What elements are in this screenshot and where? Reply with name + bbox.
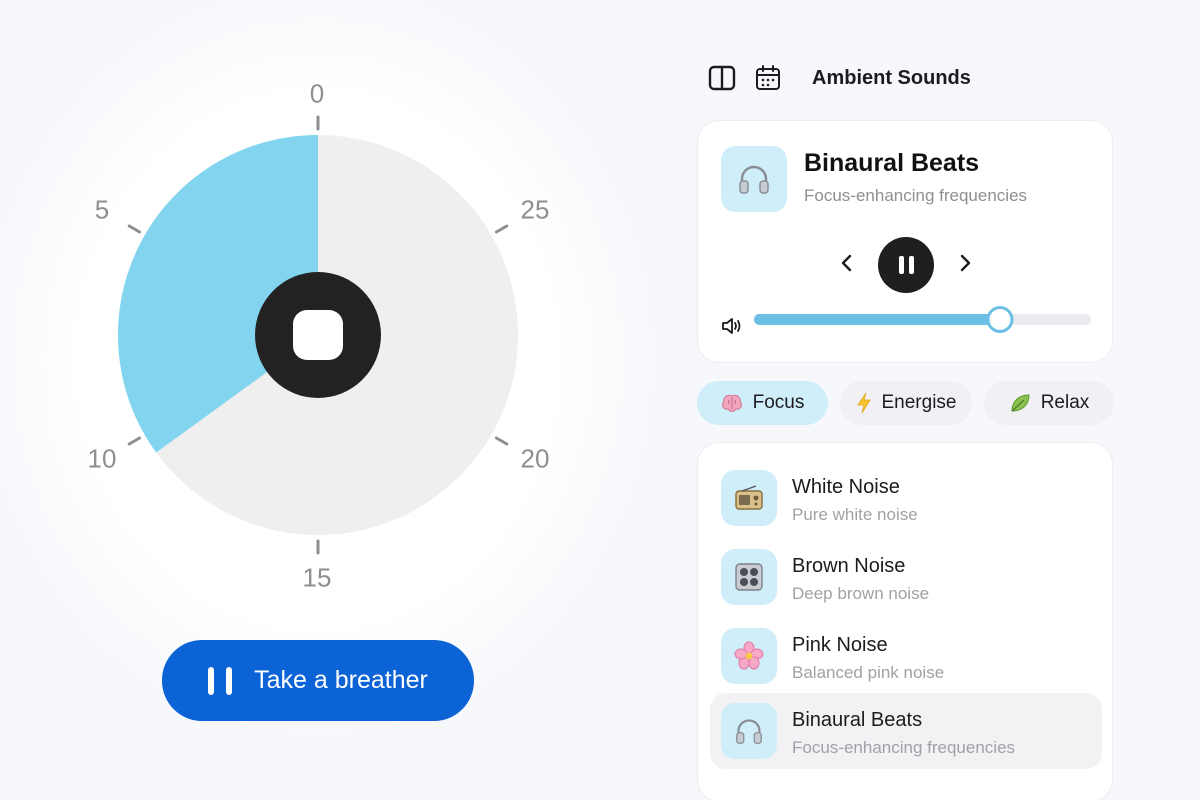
calendar-icon xyxy=(756,65,780,90)
headphones-icon xyxy=(736,719,762,744)
sound-item-title: White Noise xyxy=(792,476,900,498)
sound-item-white-noise[interactable]: White Noise Pure white noise xyxy=(710,460,1102,536)
tick-label-25: 25 xyxy=(520,194,550,225)
volume-slider-fill xyxy=(754,314,1000,325)
sound-item-subtitle: Focus-enhancing frequencies xyxy=(792,738,1016,757)
pause-icon xyxy=(898,256,914,274)
category-chips: Focus Energise Relax xyxy=(697,381,1114,425)
pause-playback-button[interactable] xyxy=(878,237,934,293)
take-a-breather-button[interactable]: Take a breather xyxy=(162,640,474,721)
tick-label-20: 20 xyxy=(520,443,550,474)
tick-label-5: 5 xyxy=(94,194,110,225)
category-chip-relax[interactable]: Relax xyxy=(984,381,1114,425)
category-chip-energise[interactable]: Energise xyxy=(840,381,972,425)
now-playing-title: Binaural Beats xyxy=(804,149,980,177)
brain-icon xyxy=(721,394,742,412)
sound-item-title: Brown Noise xyxy=(792,555,906,577)
calendar-button[interactable] xyxy=(752,62,784,94)
take-a-breather-label: Take a breather xyxy=(254,666,428,694)
volume-slider-thumb[interactable] xyxy=(986,306,1014,333)
sound-item-artwork xyxy=(721,470,777,526)
category-chip-label: Relax xyxy=(1040,392,1090,413)
category-chip-label: Focus xyxy=(752,392,805,413)
speaker-grid-icon xyxy=(735,563,763,591)
radio-icon xyxy=(735,485,763,510)
sound-item-subtitle: Deep brown noise xyxy=(792,584,930,603)
now-playing-card: Binaural Beats Focus-enhancing frequenci… xyxy=(697,120,1113,363)
tick-mark xyxy=(494,224,509,234)
sound-item-artwork xyxy=(721,703,777,759)
leaf-icon xyxy=(1011,394,1030,412)
lightning-icon xyxy=(856,392,871,414)
flower-icon xyxy=(734,641,764,670)
tick-mark xyxy=(127,224,142,234)
volume-icon xyxy=(722,318,741,334)
timer-elapsed-sector xyxy=(118,135,319,453)
chevron-right-icon xyxy=(960,254,971,272)
sidebar-toggle-button[interactable] xyxy=(706,62,738,94)
ambient-header: Ambient Sounds xyxy=(706,62,971,94)
tick-label-10: 10 xyxy=(87,443,117,474)
volume-slider[interactable] xyxy=(754,306,1091,333)
sound-item-binaural-beats[interactable]: Binaural Beats Focus-enhancing frequenci… xyxy=(710,693,1102,769)
sound-item-brown-noise[interactable]: Brown Noise Deep brown noise xyxy=(710,539,1102,615)
tick-mark xyxy=(127,436,142,446)
category-chip-focus[interactable]: Focus xyxy=(697,381,828,425)
sound-item-title: Binaural Beats xyxy=(792,709,923,731)
tick-mark xyxy=(494,436,509,446)
sidebar-toggle-icon xyxy=(708,65,736,91)
headphones-icon xyxy=(739,165,769,194)
sound-item-artwork xyxy=(721,628,777,684)
pause-icon xyxy=(208,666,233,695)
next-track-button[interactable] xyxy=(952,249,980,277)
now-playing-artwork xyxy=(721,146,787,212)
stop-timer-button[interactable] xyxy=(255,272,381,398)
now-playing-subtitle: Focus-enhancing frequencies xyxy=(804,186,1028,205)
previous-track-button[interactable] xyxy=(832,249,860,277)
timer-tick-marks xyxy=(127,115,509,555)
category-chip-label: Energise xyxy=(881,392,957,413)
sound-item-subtitle: Balanced pink noise xyxy=(792,663,945,682)
sound-item-pink-noise[interactable]: Pink Noise Balanced pink noise xyxy=(710,618,1102,694)
tick-label-15: 15 xyxy=(302,562,332,593)
tick-label-0: 0 xyxy=(309,78,325,109)
sound-list: White Noise Pure white noise Brown Noise… xyxy=(697,442,1113,800)
ambient-sounds-title: Ambient Sounds xyxy=(812,66,971,89)
chevron-left-icon xyxy=(841,254,852,272)
sound-item-title: Pink Noise xyxy=(792,634,888,656)
stop-icon xyxy=(293,310,343,360)
timer-dial: 0 5 10 15 20 25 xyxy=(87,78,550,593)
sound-item-artwork xyxy=(721,549,777,605)
sound-item-subtitle: Pure white noise xyxy=(792,505,918,524)
